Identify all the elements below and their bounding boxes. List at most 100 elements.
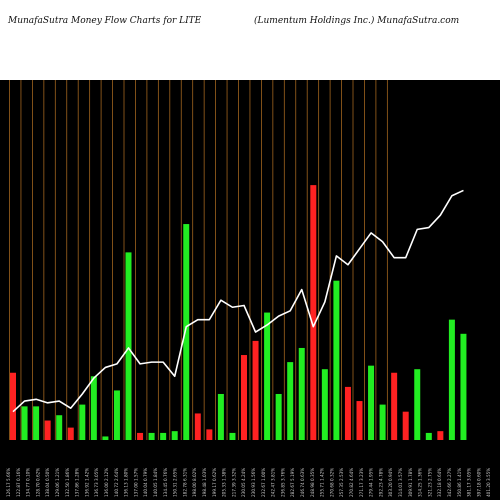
money-flow-bar (44, 420, 51, 440)
x-tick-label: 314.25 1.36% (418, 468, 423, 497)
x-tick-label: 150.31 2.65% (173, 468, 178, 497)
x-tick-label: 242.47 3.81% (271, 468, 276, 497)
x-tick-label: 198.48 1.03% (202, 468, 207, 497)
money-flow-bar (287, 362, 294, 440)
x-tick-label: 303.20 0.94% (388, 468, 393, 497)
money-flow-bar (344, 386, 351, 440)
x-tick-label: 350.86 1.41% (457, 468, 462, 497)
price-line (12, 189, 464, 413)
money-flow-bar (241, 355, 247, 440)
money-flow-bar (206, 429, 213, 440)
x-tick-label: 232.67 1.00% (261, 468, 266, 497)
x-tick-label: 140.72 2.64% (114, 468, 119, 497)
x-tick-label: 230.05 4.24% (241, 468, 246, 497)
x-tick-label: 140.05 1.84% (153, 468, 158, 497)
x-tick-label: 397.18 0.60% (476, 468, 481, 497)
x-tick-label: 137.00 1.57% (133, 468, 138, 497)
money-flow-bar (229, 432, 236, 440)
x-tick-label: 128.70 0.62% (35, 468, 40, 497)
money-flow-bar (402, 411, 409, 440)
x-tick-label: 129.06 1.21% (55, 468, 60, 497)
x-tick-label: 132.50 1.86% (65, 468, 70, 497)
x-tick-label: 198.00 8.02% (192, 468, 197, 497)
money-flow-bar (368, 365, 375, 440)
money-flow-chart: 126.17 5.66% 122.87 0.16% 134.77 0.10% 128.… (0, 80, 500, 500)
x-tick-label: 182.78 6.31% (182, 468, 187, 497)
x-tick-label: 122.87 0.16% (16, 468, 21, 497)
money-flow-bar (448, 319, 455, 440)
money-flow-bar (102, 436, 109, 440)
money-flow-bar (194, 413, 201, 440)
money-flow-bar (33, 406, 40, 440)
money-flow-bar (275, 393, 282, 440)
money-flow-bar (90, 376, 97, 440)
money-flow-bar (125, 252, 132, 440)
money-flow-bar (356, 401, 363, 440)
money-flow-bar (56, 415, 63, 440)
x-tick-label: 381.17 3.05% (467, 468, 472, 497)
x-tick-label: 199.17 0.62% (212, 468, 217, 497)
price-line-layer (12, 189, 464, 413)
money-flow-bar (21, 406, 28, 440)
x-tick-label: 270.68 0.32% (329, 468, 334, 497)
money-flow-bar (425, 432, 432, 440)
x-tick-label: 140.04 0.79% (143, 468, 148, 497)
money-flow-bar (183, 224, 190, 440)
x-tick-label: 271.17 3.23% (359, 468, 364, 497)
money-flow-bar (333, 280, 340, 440)
money-flow-bar (379, 404, 386, 440)
money-flow-bar (437, 431, 444, 440)
x-tick-label: 217.39 3.32% (231, 468, 236, 497)
money-flow-bar (310, 185, 317, 440)
x-tick-label: 257.35 2.53% (339, 468, 344, 497)
x-tick-label: 332.18 0.64% (437, 468, 442, 497)
money-flow-bar (160, 432, 167, 440)
money-flow-bar (252, 340, 259, 440)
x-tick-label: 134.45 0.76% (163, 468, 168, 497)
x-tick-label: 230.93 1.56% (251, 468, 256, 497)
x-tick-label: 205.33 1.38% (222, 468, 227, 497)
money-flow-bars (10, 185, 467, 440)
money-flow-bar (264, 312, 271, 440)
money-flow-bar (217, 393, 224, 440)
x-tick-label: 255.71 1.42% (320, 468, 325, 497)
x-tick-label: 134.77 0.10% (26, 468, 31, 497)
x-tick-label: 136.00 2.12% (104, 468, 109, 497)
x-tick-labels: 126.17 5.66% 122.87 0.16% 134.77 0.10% 128.… (6, 468, 491, 497)
x-tick-label: 136.73 3.05% (94, 468, 99, 497)
x-tick-label: 246.74 0.63% (300, 468, 305, 497)
x-tick-label: 282.67 5.19% (290, 468, 295, 497)
money-flow-bar (414, 369, 421, 440)
x-tick-label: 292.23 4.78% (378, 468, 383, 497)
x-tick-label: 401.20 3.55% (486, 468, 491, 497)
money-flow-bar (391, 372, 398, 440)
plot-area: 126.17 5.66% 122.87 0.16% 134.77 0.10% 128.… (0, 80, 500, 500)
x-tick-label: 136.92 1.42% (84, 468, 89, 497)
x-tick-label: 309.91 1.78% (408, 468, 413, 497)
money-flow-bar (171, 431, 178, 440)
x-tick-label: 279.44 1.95% (369, 468, 374, 497)
money-flow-bar (79, 404, 86, 440)
money-flow-bar (10, 372, 16, 440)
money-flow-bar (67, 427, 74, 440)
x-tick-label: 342.66 2.27% (447, 468, 452, 497)
x-tick-label: 137.86 1.28% (75, 468, 80, 497)
x-tick-label: 138.04 0.50% (45, 468, 50, 497)
money-flow-bar (298, 347, 305, 440)
gridlines (9, 80, 388, 440)
chart-header: MunafaSutra Money Flow Charts for LITE (… (0, 0, 500, 80)
chart-title-right: (Lumentum Holdings Inc.) MunafaSutra.com (254, 16, 460, 26)
x-tick-label: 248.98 0.35% (310, 468, 315, 497)
x-tick-label: 270.82 4.64% (349, 468, 354, 497)
x-tick-label: 321.23 2.75% (427, 468, 432, 497)
money-flow-bar (137, 432, 144, 440)
money-flow-bar (321, 369, 328, 440)
x-tick-label: 136.13 1.80% (124, 468, 129, 497)
chart-title-left: MunafaSutra Money Flow Charts for LITE (8, 16, 202, 26)
x-tick-label: 314.01 3.57% (398, 468, 403, 497)
x-tick-label: 236.85 3.76% (280, 468, 285, 497)
money-flow-bar (148, 432, 155, 440)
x-tick-label: 126.17 5.66% (6, 468, 11, 497)
money-flow-bar (460, 333, 467, 440)
